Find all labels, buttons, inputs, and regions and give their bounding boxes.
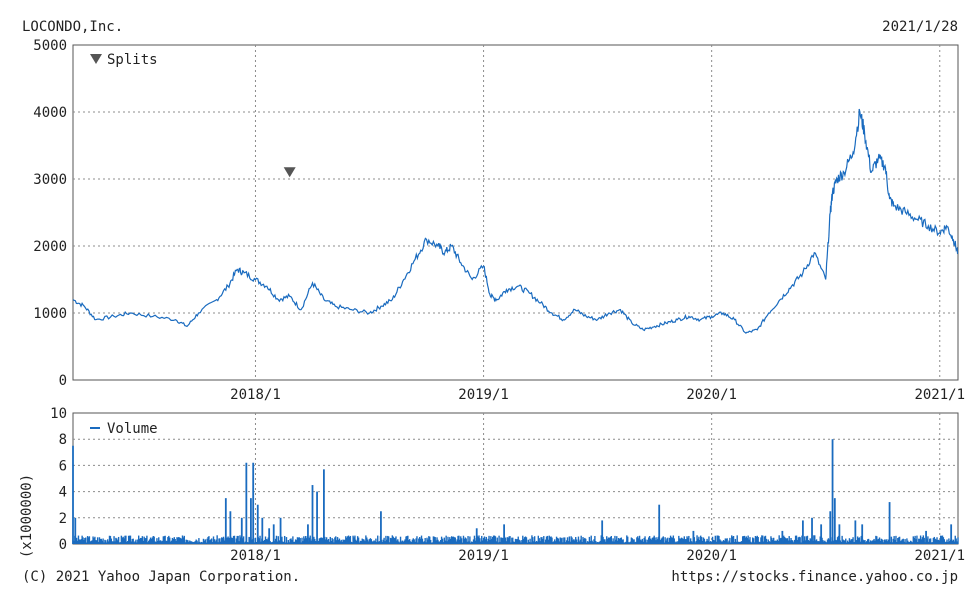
volume-legend-label: Volume bbox=[107, 421, 158, 437]
source-url: https://stocks.finance.yahoo.co.jp bbox=[671, 569, 958, 585]
chart-date: 2021/1/28 bbox=[882, 19, 958, 35]
volume-y-tick-label: 8 bbox=[59, 432, 67, 448]
splits-legend-icon bbox=[90, 54, 102, 64]
splits-legend-label: Splits bbox=[107, 52, 158, 68]
volume-x-tick-label: 2020/1 bbox=[686, 548, 737, 564]
volume-y-tick-label: 2 bbox=[59, 511, 67, 527]
volume-plot-frame bbox=[72, 412, 959, 545]
price-y-tick-label: 0 bbox=[59, 373, 67, 389]
volume-y-axis-label: (x1000000) bbox=[19, 474, 35, 558]
price-y-tick-label: 2000 bbox=[33, 239, 67, 255]
price-x-tick-label: 2018/1 bbox=[230, 387, 281, 403]
volume-x-tick-label: 2019/1 bbox=[458, 548, 509, 564]
price-line bbox=[72, 108, 959, 334]
volume-y-tick-label: 0 bbox=[59, 537, 67, 553]
price-x-tick-label: 2020/1 bbox=[686, 387, 737, 403]
price-plot-frame bbox=[72, 44, 959, 381]
price-x-tick-label: 2021/1 bbox=[914, 387, 965, 403]
volume-x-tick-label: 2018/1 bbox=[230, 548, 281, 564]
volume-y-tick-label: 10 bbox=[50, 406, 67, 422]
price-panel: 0 1000 2000 3000 4000 5000 2018/1 2019/1 2020/1 2… bbox=[33, 38, 965, 403]
price-x-tick-label: 2019/1 bbox=[458, 387, 509, 403]
split-marker bbox=[283, 167, 296, 178]
copyright: (C) 2021 Yahoo Japan Corporation. bbox=[22, 569, 301, 585]
price-y-tick-label: 3000 bbox=[33, 172, 67, 188]
volume-x-tick-label: 2021/1 bbox=[914, 548, 965, 564]
volume-y-tick-label: 6 bbox=[59, 458, 67, 474]
price-y-tick-label: 1000 bbox=[33, 306, 67, 322]
volume-y-tick-label: 4 bbox=[59, 485, 67, 501]
price-y-tick-label: 5000 bbox=[33, 38, 67, 54]
price-y-tick-label: 4000 bbox=[33, 105, 67, 121]
company-name: LOCONDO,Inc. bbox=[22, 19, 124, 35]
volume-panel: 0 2 4 6 8 10 2018/1 2019/1 2020/1 2021/1 Volume (x1… bbox=[19, 406, 965, 564]
